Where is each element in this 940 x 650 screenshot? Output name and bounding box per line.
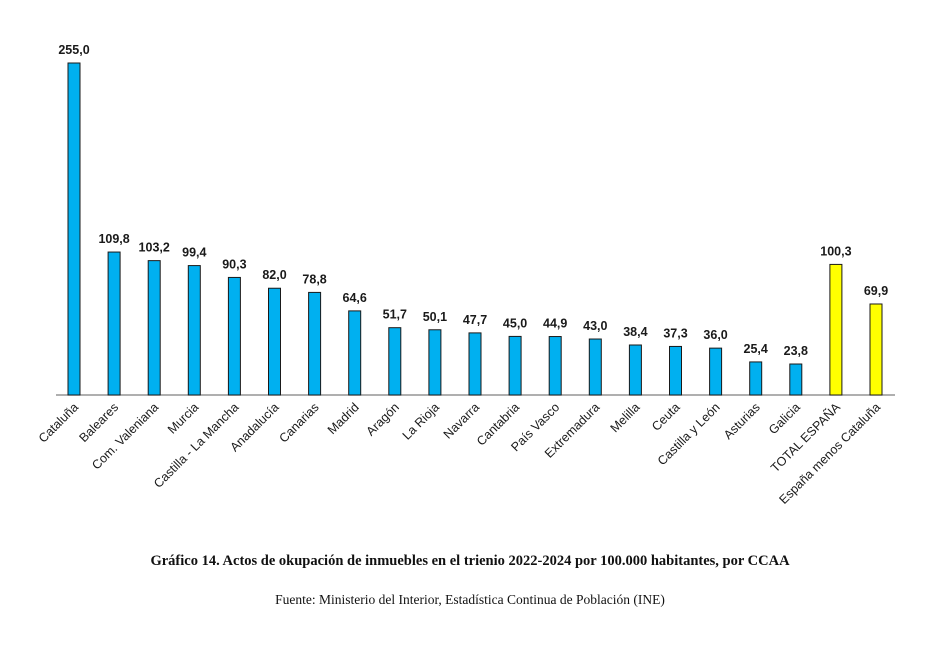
- bar: [468, 332, 482, 396]
- category-label: Aragón: [364, 400, 402, 438]
- bar: [187, 265, 201, 396]
- bar: [348, 310, 362, 396]
- bar: [869, 303, 883, 396]
- bar: [628, 344, 642, 396]
- category-label: Murcia: [165, 400, 201, 436]
- data-label: 255,0: [58, 43, 89, 57]
- category-label: Galicia: [766, 400, 803, 437]
- data-label: 99,4: [182, 246, 206, 260]
- bar: [428, 329, 442, 396]
- bar: [789, 363, 803, 396]
- category-label: Madrid: [325, 400, 362, 437]
- data-label: 90,3: [222, 257, 246, 271]
- data-label: 100,3: [820, 244, 851, 258]
- bar: [669, 345, 682, 396]
- bar: [107, 251, 121, 396]
- data-label: 38,4: [623, 325, 647, 339]
- bar: [588, 338, 602, 396]
- data-label: 69,9: [864, 284, 888, 298]
- bar: [67, 62, 81, 396]
- data-label: 43,0: [583, 319, 607, 333]
- data-label: 47,7: [463, 313, 487, 327]
- data-label: 51,7: [383, 308, 407, 322]
- bar: [709, 347, 723, 396]
- data-label: 37,3: [663, 326, 687, 340]
- data-label: 44,9: [543, 317, 567, 331]
- bar: [749, 361, 763, 396]
- bar: [548, 336, 562, 396]
- category-label: La Rioja: [400, 400, 442, 442]
- data-label: 82,0: [262, 268, 286, 282]
- data-label: 109,8: [98, 232, 129, 246]
- bar: [147, 260, 161, 396]
- data-label: 25,4: [744, 342, 768, 356]
- data-label: 23,8: [784, 344, 808, 358]
- category-label: Melilla: [608, 400, 643, 435]
- category-label: Asturias: [721, 400, 763, 442]
- data-label: 78,8: [302, 272, 326, 286]
- category-label: Canarias: [276, 400, 321, 445]
- bar: [508, 335, 522, 396]
- category-label: TOTAL ESPAÑA: [768, 400, 843, 475]
- category-label: Cataluña: [36, 400, 81, 445]
- bar: [268, 287, 281, 396]
- data-label: 64,6: [343, 291, 367, 305]
- data-label: 50,1: [423, 310, 447, 324]
- bar: [829, 263, 843, 396]
- chart-title: Gráfico 14. Actos de okupación de inmueb…: [150, 553, 790, 569]
- data-label: 103,2: [139, 241, 170, 255]
- bar: [308, 291, 322, 396]
- bar: [227, 276, 241, 396]
- data-label: 36,0: [703, 328, 727, 342]
- chart-source: Fuente: Ministerio del Interior, Estadís…: [275, 592, 665, 607]
- data-label: 45,0: [503, 316, 527, 330]
- bar: [388, 327, 402, 396]
- category-label: Ceuta: [649, 400, 683, 434]
